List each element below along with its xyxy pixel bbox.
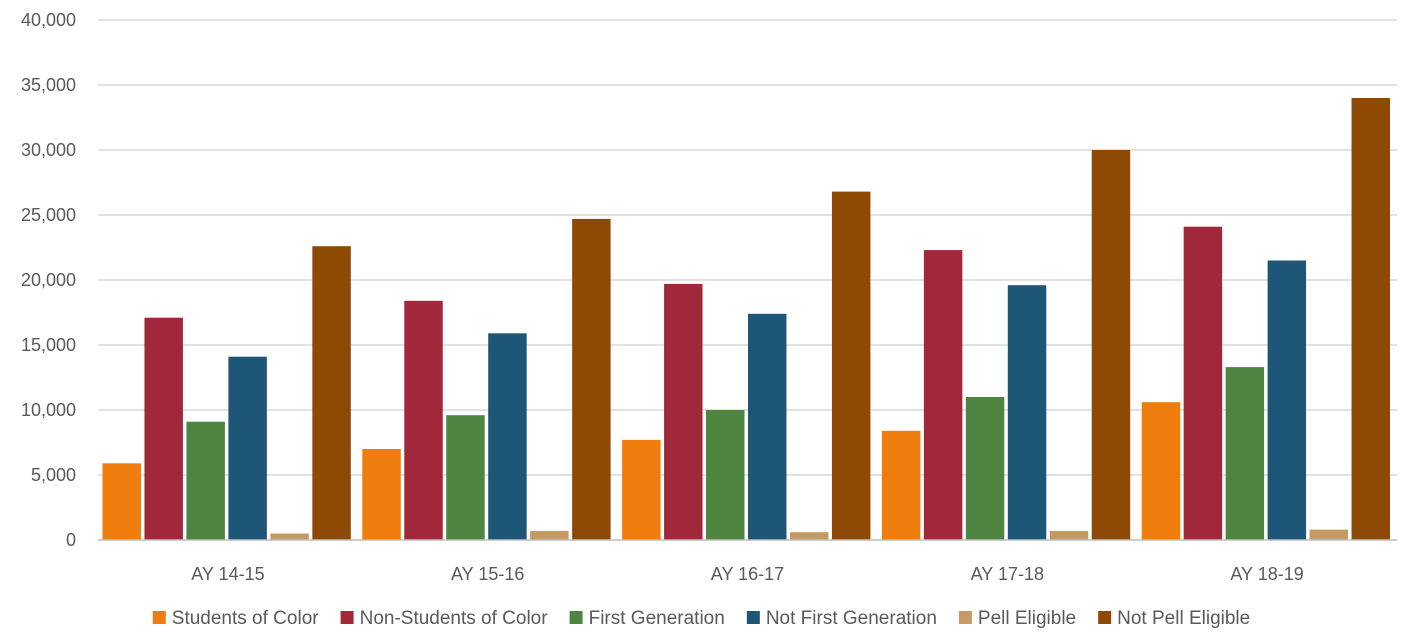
legend-label: Students of Color [172, 608, 319, 629]
legend-swatch [152, 611, 166, 624]
bar [622, 439, 661, 540]
x-tick-label: AY 14-15 [191, 564, 264, 584]
y-tick-label: 25,000 [21, 205, 76, 225]
legend-label: Non-Students of Color [360, 608, 549, 629]
bar [1309, 529, 1349, 540]
bar [748, 313, 787, 540]
bar [706, 410, 745, 540]
y-tick-label: 5,000 [31, 465, 76, 485]
x-tick-label: AY 17-18 [971, 564, 1044, 584]
legend-swatch [340, 611, 354, 624]
bar [1049, 530, 1089, 540]
bar [1183, 226, 1223, 540]
legend-item: Students of Color [152, 608, 319, 629]
legend-label: First Generation [589, 608, 725, 629]
bar [831, 191, 871, 540]
legend-swatch [958, 611, 972, 624]
bar [362, 449, 401, 540]
legend-swatch [746, 611, 760, 624]
bar [923, 250, 963, 540]
legend-swatch [569, 611, 583, 624]
legend-item: First Generation [569, 608, 725, 629]
legend-item: Pell Eligible [958, 608, 1076, 629]
x-axis-tick-labels: AY 14-15 AY 15-16 AY 16-17 AY 17-18 AY 18-19 [191, 564, 1304, 584]
y-tick-label: 20,000 [21, 270, 76, 290]
bar [664, 283, 703, 540]
bar [228, 356, 267, 540]
bars [102, 98, 1390, 540]
bar [102, 463, 141, 540]
y-tick-label: 35,000 [21, 75, 76, 95]
bar [312, 246, 351, 540]
bar [446, 415, 485, 540]
x-tick-label: AY 15-16 [451, 564, 524, 584]
legend-label: Not Pell Eligible [1117, 608, 1250, 629]
bar [1351, 98, 1390, 540]
bar [530, 530, 569, 540]
bar [1141, 402, 1181, 540]
y-tick-label: 0 [66, 530, 76, 550]
bar [881, 430, 921, 540]
bar [488, 333, 527, 540]
bar [404, 300, 443, 540]
legend-label: Pell Eligible [978, 608, 1076, 629]
y-axis-tick-labels: 0 5,000 10,000 15,000 20,000 25,000 30,000 35,0… [21, 10, 76, 550]
y-tick-label: 40,000 [21, 10, 76, 30]
bar [1007, 285, 1047, 540]
legend: Students of Color Non-Students of Color Fi… [152, 608, 1250, 629]
x-tick-label: AY 18-19 [1230, 564, 1303, 584]
legend-swatch [1098, 611, 1112, 624]
bar [1267, 260, 1307, 540]
bar [186, 421, 225, 540]
y-tick-label: 10,000 [21, 400, 76, 420]
bar [789, 532, 829, 540]
y-tick-label: 15,000 [21, 335, 76, 355]
bar [572, 218, 611, 540]
bar [965, 397, 1005, 540]
x-tick-label: AY 16-17 [711, 564, 784, 584]
bar [144, 317, 183, 540]
legend-item: Non-Students of Color [340, 608, 549, 629]
legend-item: Not First Generation [746, 608, 937, 629]
legend-item: Not Pell Eligible [1098, 608, 1250, 629]
y-tick-label: 30,000 [21, 140, 76, 160]
bar [270, 533, 309, 540]
legend-label: Not First Generation [766, 608, 937, 629]
bar [1091, 150, 1131, 540]
bar [1225, 367, 1265, 540]
